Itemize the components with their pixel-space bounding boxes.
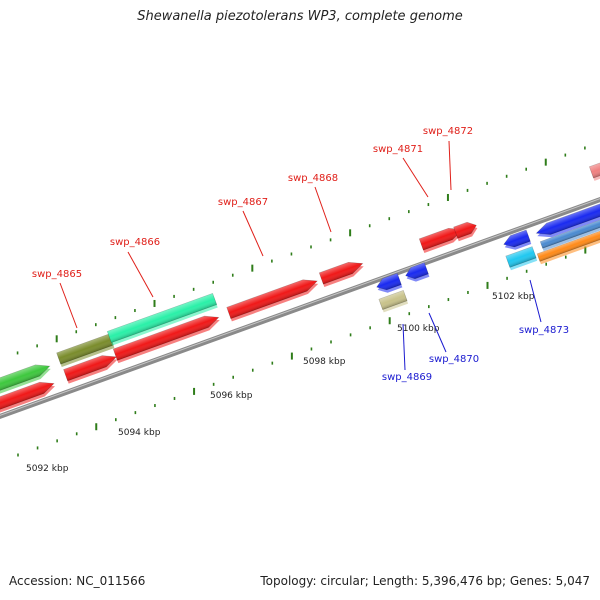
gene-arrow-swp_4873[interactable] <box>505 246 538 271</box>
leader-line <box>314 186 332 233</box>
tick-marks <box>16 146 587 457</box>
scale-label: 5094 kbp <box>118 428 161 438</box>
leader-line <box>127 251 154 298</box>
gene-label-swp_4865[interactable]: swp_4865 <box>32 269 82 280</box>
scale-label: 5100 kbp <box>397 324 440 334</box>
gene-label-swp_4868[interactable]: swp_4868 <box>288 173 338 184</box>
leader-line <box>428 312 447 353</box>
scale-label: 5092 kbp <box>26 464 69 474</box>
gene-arrow-swp_4870[interactable] <box>375 272 403 295</box>
gene-arrow[interactable] <box>0 378 57 416</box>
leader-line <box>529 279 542 323</box>
gene-arrow[interactable] <box>63 351 120 384</box>
gene-arrow-swp_4872[interactable] <box>453 220 480 242</box>
scale-label: 5102 kbp <box>492 292 535 302</box>
leader-line <box>402 157 429 198</box>
gene-label-swp_4869[interactable]: swp_4869 <box>382 372 432 383</box>
gene-features[interactable] <box>0 161 600 416</box>
page-title: Shewanella piezotolerans WP3, complete g… <box>137 9 463 24</box>
gene-arrow-swp_4865[interactable] <box>56 333 115 367</box>
genome-backbone <box>0 196 600 420</box>
gene-arrow[interactable] <box>404 262 430 285</box>
gene-arrow-swp_4871[interactable] <box>418 224 465 253</box>
gene-arrow[interactable] <box>534 200 600 242</box>
scale-label: 5098 kbp <box>303 357 346 367</box>
gene-arrow[interactable] <box>588 161 600 181</box>
gene-arrow-swp_4867[interactable] <box>226 275 321 322</box>
scale-label: 5096 kbp <box>210 391 253 401</box>
gene-arrow-swp_4868[interactable] <box>318 258 365 287</box>
gene-label-swp_4870[interactable]: swp_4870 <box>429 354 479 365</box>
leader-line <box>402 323 406 371</box>
leader-line <box>448 140 452 191</box>
gene-label-swp_4873[interactable]: swp_4873 <box>519 325 569 336</box>
leader-line <box>59 282 78 329</box>
gene-arrow[interactable] <box>112 312 222 364</box>
leader-line <box>242 210 264 257</box>
gene-label-swp_4867[interactable]: swp_4867 <box>218 197 268 208</box>
gene-arrow[interactable] <box>502 229 532 253</box>
gene-label-swp_4866[interactable]: swp_4866 <box>110 237 160 248</box>
gene-arrow-swp_4866[interactable] <box>106 292 218 346</box>
genome-backbone-highlight <box>0 198 600 416</box>
gene-arrow[interactable] <box>0 360 53 401</box>
gene-label-swp_4871[interactable]: swp_4871 <box>373 144 423 155</box>
gene-label-swp_4872[interactable]: swp_4872 <box>423 126 473 137</box>
accession-text: Accession: NC_011566 <box>9 574 146 588</box>
genome-stats-text: Topology: circular; Length: 5,396,476 bp… <box>260 574 590 588</box>
gene-arrow-swp_4869[interactable] <box>378 290 409 313</box>
